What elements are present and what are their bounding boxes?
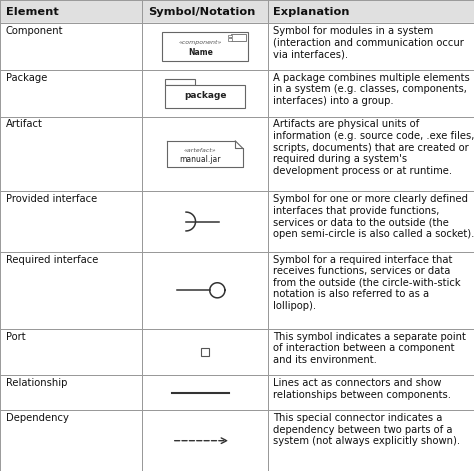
Text: This symbol indicates a separate point
of interaction between a component
and it: This symbol indicates a separate point o… bbox=[273, 332, 466, 365]
Text: Component: Component bbox=[6, 26, 63, 36]
Text: Symbol for a required interface that
receives functions, services or data
from t: Symbol for a required interface that rec… bbox=[273, 255, 461, 311]
Text: Provided interface: Provided interface bbox=[6, 194, 97, 204]
Text: Relationship: Relationship bbox=[6, 378, 67, 388]
Text: Package: Package bbox=[6, 73, 47, 83]
Text: Symbol/Notation: Symbol/Notation bbox=[148, 7, 255, 16]
Text: manual.jar: manual.jar bbox=[180, 155, 221, 164]
Bar bbox=[230, 34, 246, 41]
Polygon shape bbox=[0, 375, 474, 410]
Text: Port: Port bbox=[6, 332, 25, 341]
Polygon shape bbox=[0, 117, 474, 191]
Bar bbox=[228, 35, 232, 37]
Bar bbox=[201, 348, 210, 357]
Text: This special connector indicates a
dependency between two parts of a
system (not: This special connector indicates a depen… bbox=[273, 413, 461, 447]
Text: «artefact»: «artefact» bbox=[184, 148, 217, 153]
Text: Lines act as connectors and show
relationships between components.: Lines act as connectors and show relatio… bbox=[273, 378, 452, 400]
Text: Symbol for modules in a system
(interaction and communication occur
via interfac: Symbol for modules in a system (interact… bbox=[273, 26, 465, 59]
Text: Explanation: Explanation bbox=[273, 7, 350, 16]
Bar bbox=[228, 39, 232, 41]
Text: package: package bbox=[184, 91, 226, 100]
Polygon shape bbox=[0, 252, 474, 329]
Polygon shape bbox=[0, 410, 474, 471]
Polygon shape bbox=[0, 24, 474, 70]
Text: A package combines multiple elements
in a system (e.g. classes, components,
inte: A package combines multiple elements in … bbox=[273, 73, 470, 106]
Polygon shape bbox=[0, 191, 474, 252]
Text: Name: Name bbox=[188, 48, 213, 57]
Text: Artifacts are physical units of
information (e.g. source code, .exe files,
scrip: Artifacts are physical units of informat… bbox=[273, 120, 474, 176]
Text: Required interface: Required interface bbox=[6, 255, 98, 265]
Text: Symbol for one or more clearly defined
interfaces that provide functions,
servic: Symbol for one or more clearly defined i… bbox=[273, 194, 474, 239]
Polygon shape bbox=[0, 0, 474, 24]
Bar bbox=[162, 32, 247, 61]
Polygon shape bbox=[0, 70, 474, 117]
Text: Artifact: Artifact bbox=[6, 120, 43, 130]
Text: «component»: «component» bbox=[179, 41, 222, 45]
Polygon shape bbox=[0, 329, 474, 375]
Bar bbox=[164, 79, 195, 84]
Text: Element: Element bbox=[6, 7, 58, 16]
Text: Dependency: Dependency bbox=[6, 413, 69, 423]
Bar bbox=[164, 84, 245, 108]
